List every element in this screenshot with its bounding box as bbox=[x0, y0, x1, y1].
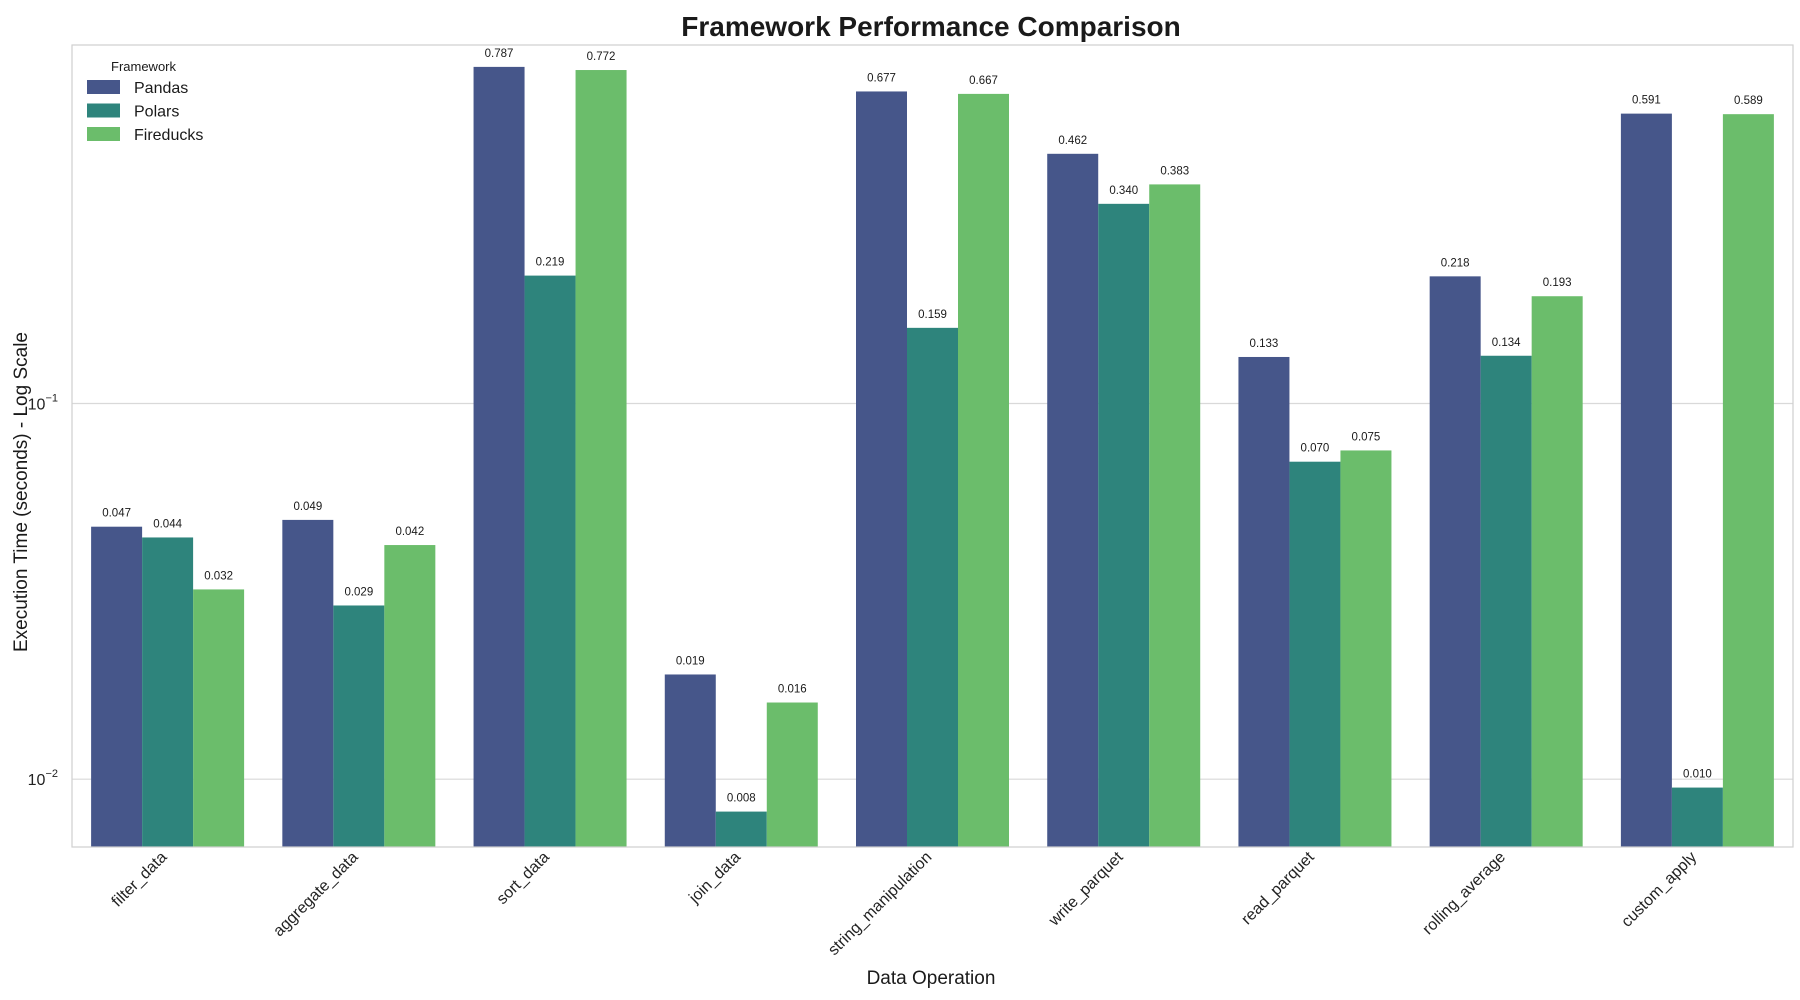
x-tick-label: string_manipulation bbox=[825, 849, 935, 959]
legend-entry-fireducks: Fireducks bbox=[134, 127, 203, 144]
bar-polars-read_parquet bbox=[1289, 461, 1341, 847]
data-label: 0.010 bbox=[1683, 769, 1712, 781]
data-label: 0.016 bbox=[778, 684, 807, 696]
bar-pandas-write_parquet bbox=[1047, 153, 1099, 848]
bar-fireducks-string_manipulation bbox=[958, 93, 1009, 847]
data-label: 0.159 bbox=[918, 309, 947, 321]
data-label: 0.075 bbox=[1352, 431, 1381, 443]
legend-entry-pandas: Pandas bbox=[134, 80, 188, 97]
bar-pandas-string_manipulation bbox=[856, 91, 907, 848]
bar-fireducks-join_data bbox=[766, 702, 818, 847]
x-tick-label: rolling_average bbox=[1420, 849, 1509, 938]
bar-fireducks-aggregate_data bbox=[384, 545, 436, 847]
bar-polars-rolling_average bbox=[1480, 355, 1532, 847]
bar-pandas-sort_data bbox=[473, 66, 525, 847]
data-labels-layer: 0.047 0.044 0.032 0.049 0.029 0.042 0.787 0.219… bbox=[102, 48, 1763, 805]
data-label: 0.047 bbox=[102, 508, 131, 520]
data-label: 0.462 bbox=[1058, 135, 1087, 147]
bar-fireducks-custom_apply bbox=[1722, 114, 1774, 848]
data-label: 0.193 bbox=[1543, 277, 1572, 289]
x-tick-label: write_parquet bbox=[1045, 848, 1127, 930]
x-tick-label: read_parquet bbox=[1238, 848, 1318, 928]
plot-area-frame bbox=[71, 44, 1794, 848]
bar-polars-sort_data bbox=[524, 275, 576, 847]
bar-fireducks-sort_data bbox=[575, 70, 627, 848]
data-label: 0.049 bbox=[293, 501, 322, 513]
data-label: 0.589 bbox=[1734, 95, 1763, 107]
x-tick-label: sort_data bbox=[494, 849, 553, 908]
chart-title: Framework Performance Comparison bbox=[681, 11, 1181, 42]
data-label: 0.019 bbox=[676, 655, 705, 667]
legend: Framework Pandas Polars Fireducks bbox=[87, 59, 203, 144]
bar-polars-string_manipulation bbox=[907, 327, 958, 847]
data-label: 0.787 bbox=[485, 48, 514, 60]
bar-fireducks-filter_data bbox=[193, 589, 245, 847]
y-tick-label: 10−2 bbox=[28, 768, 58, 789]
legend-title: Framework bbox=[111, 59, 177, 74]
data-label: 0.008 bbox=[727, 793, 756, 805]
x-tick-label: custom_apply bbox=[1618, 849, 1700, 931]
data-label: 0.667 bbox=[969, 75, 998, 87]
bar-pandas-custom_apply bbox=[1620, 113, 1672, 848]
legend-entry-polars: Polars bbox=[134, 104, 179, 121]
data-label: 0.772 bbox=[587, 51, 616, 63]
x-tick-label: aggregate_data bbox=[270, 849, 361, 940]
legend-swatch-fireducks bbox=[87, 127, 120, 141]
legend-swatch-polars bbox=[87, 103, 120, 118]
y-axis-ticks: 10−1 10−2 bbox=[28, 393, 58, 790]
x-tick-label: join_data bbox=[685, 849, 744, 908]
y-tick-label: 10−1 bbox=[28, 393, 58, 414]
bar-pandas-join_data bbox=[664, 674, 716, 847]
data-label: 0.340 bbox=[1109, 185, 1138, 197]
bar-pandas-read_parquet bbox=[1238, 356, 1290, 847]
data-label: 0.591 bbox=[1632, 95, 1661, 107]
bar-polars-write_parquet bbox=[1098, 203, 1150, 847]
bar-fireducks-read_parquet bbox=[1340, 450, 1392, 847]
y-axis-label: Execution Time (seconds) - Log Scale bbox=[11, 332, 32, 652]
data-label: 0.070 bbox=[1301, 443, 1330, 455]
bar-polars-custom_apply bbox=[1671, 787, 1723, 847]
data-label: 0.219 bbox=[536, 257, 565, 269]
bar-polars-filter_data bbox=[142, 537, 194, 847]
bar-pandas-aggregate_data bbox=[282, 519, 334, 847]
data-label: 0.677 bbox=[867, 72, 896, 84]
bars-layer bbox=[91, 66, 1774, 848]
x-tick-label: filter_data bbox=[109, 849, 171, 911]
data-label: 0.032 bbox=[204, 570, 233, 582]
bar-pandas-filter_data bbox=[91, 526, 143, 847]
data-label: 0.044 bbox=[153, 518, 182, 530]
data-label: 0.134 bbox=[1492, 337, 1521, 349]
data-label: 0.133 bbox=[1250, 338, 1279, 350]
bar-fireducks-write_parquet bbox=[1149, 184, 1201, 848]
x-axis-label: Data Operation bbox=[867, 968, 996, 989]
data-label: 0.218 bbox=[1441, 257, 1470, 269]
data-label: 0.042 bbox=[395, 526, 424, 538]
bar-polars-aggregate_data bbox=[333, 605, 385, 847]
bar-fireducks-rolling_average bbox=[1531, 296, 1583, 847]
x-axis-ticks: filter_data aggregate_data sort_data join_d… bbox=[109, 848, 1700, 959]
data-label: 0.383 bbox=[1160, 165, 1189, 177]
legend-swatch-pandas bbox=[87, 80, 120, 94]
bar-polars-join_data bbox=[715, 811, 767, 847]
data-label: 0.029 bbox=[344, 586, 373, 598]
bar-pandas-rolling_average bbox=[1429, 276, 1481, 847]
